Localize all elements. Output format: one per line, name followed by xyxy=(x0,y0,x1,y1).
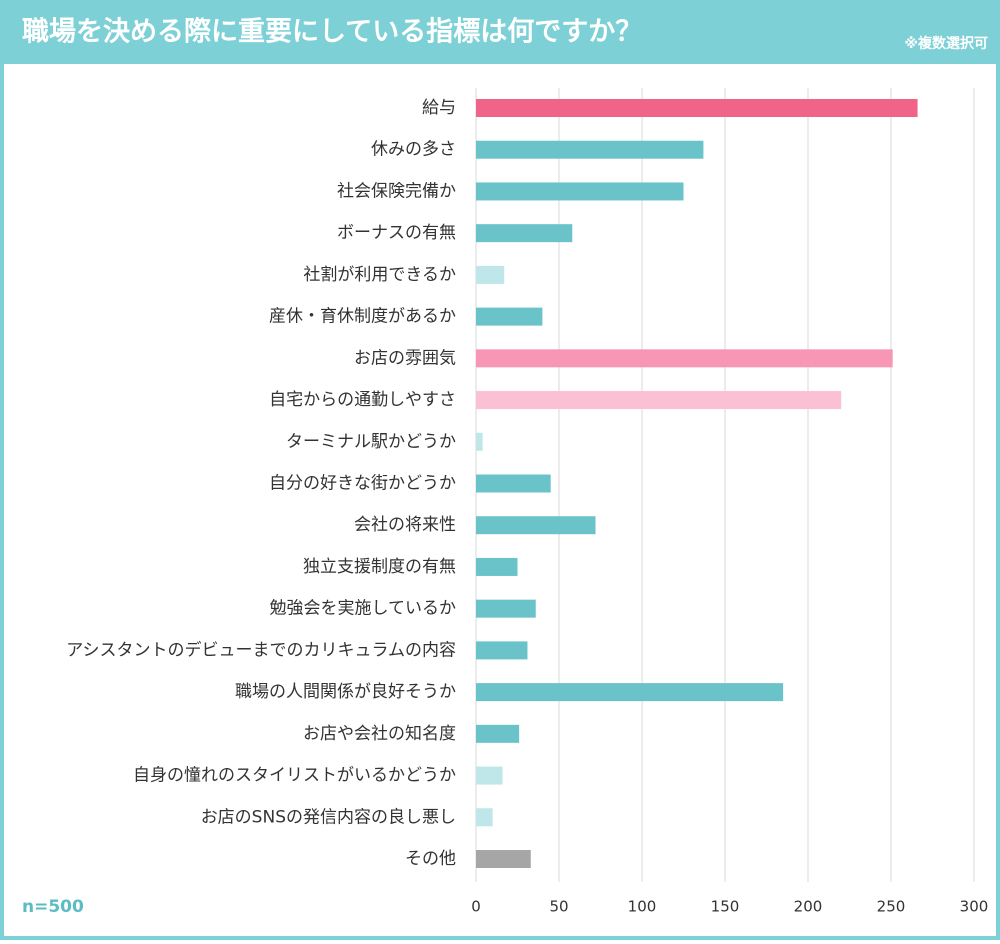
y-tick-label: お店や会社の知名度 xyxy=(303,724,456,744)
y-tick-label: 自身の憧れのスタイリストがいるかどうか xyxy=(133,766,456,786)
y-tick-label: 社会保険完備か xyxy=(337,181,456,201)
x-tick-label: 300 xyxy=(960,898,989,916)
y-tick-label: 休みの多さ xyxy=(371,140,456,160)
y-tick-label: 職場の人間関係が良好そうか xyxy=(235,682,456,702)
bar xyxy=(476,265,505,284)
bar xyxy=(476,474,551,493)
bar xyxy=(476,349,893,368)
y-tick-label: お店のSNSの発信内容の良し悪し xyxy=(201,807,456,827)
x-tick-label: 150 xyxy=(711,898,740,916)
y-tick-label: その他 xyxy=(405,849,456,869)
y-tick-label: 自分の好きな街かどうか xyxy=(269,474,456,494)
bar xyxy=(476,307,543,326)
y-tick-label: 会社の将来性 xyxy=(354,515,456,535)
y-tick-label: 産休・育休制度があるか xyxy=(269,307,456,327)
bar xyxy=(476,724,520,743)
y-tick-label: ボーナスの有無 xyxy=(337,223,456,243)
bar xyxy=(476,808,493,827)
x-tick-label: 200 xyxy=(794,898,823,916)
bar xyxy=(476,391,842,410)
y-tick-label: 社割が利用できるか xyxy=(303,265,456,285)
bar xyxy=(476,599,536,618)
y-tick-label: アシスタントのデビューまでのカリキュラムの内容 xyxy=(66,639,456,660)
x-tick-label: 0 xyxy=(471,898,481,916)
x-tick-label: 250 xyxy=(877,898,906,916)
subtitle: ※複数選択可 xyxy=(904,35,988,52)
y-tick-label: 自宅からの通勤しやすさ xyxy=(269,390,456,410)
y-tick-label: 給与 xyxy=(422,98,456,118)
bar xyxy=(476,182,684,201)
chart-title: 職場を決める際に重要にしている指標は何ですか？ xyxy=(22,17,642,48)
sample-note: n=500 xyxy=(22,897,84,917)
title-bar xyxy=(0,0,1000,64)
bar xyxy=(476,516,596,535)
y-tick-label: 勉強会を実施しているか xyxy=(270,599,457,619)
bar xyxy=(476,850,531,868)
bar xyxy=(476,683,784,702)
bar xyxy=(476,140,704,159)
y-tick-label: お店の雰囲気 xyxy=(354,348,456,368)
bar xyxy=(476,432,483,451)
x-tick-label: 100 xyxy=(628,898,657,916)
bar xyxy=(476,641,528,660)
bar xyxy=(476,766,503,785)
x-tick-label: 50 xyxy=(549,898,568,916)
bar xyxy=(476,224,573,243)
bar xyxy=(476,557,518,576)
bar xyxy=(476,99,918,117)
y-tick-label: ターミナル駅かどうか xyxy=(286,432,456,452)
y-tick-label: 独立支援制度の有無 xyxy=(303,557,456,577)
